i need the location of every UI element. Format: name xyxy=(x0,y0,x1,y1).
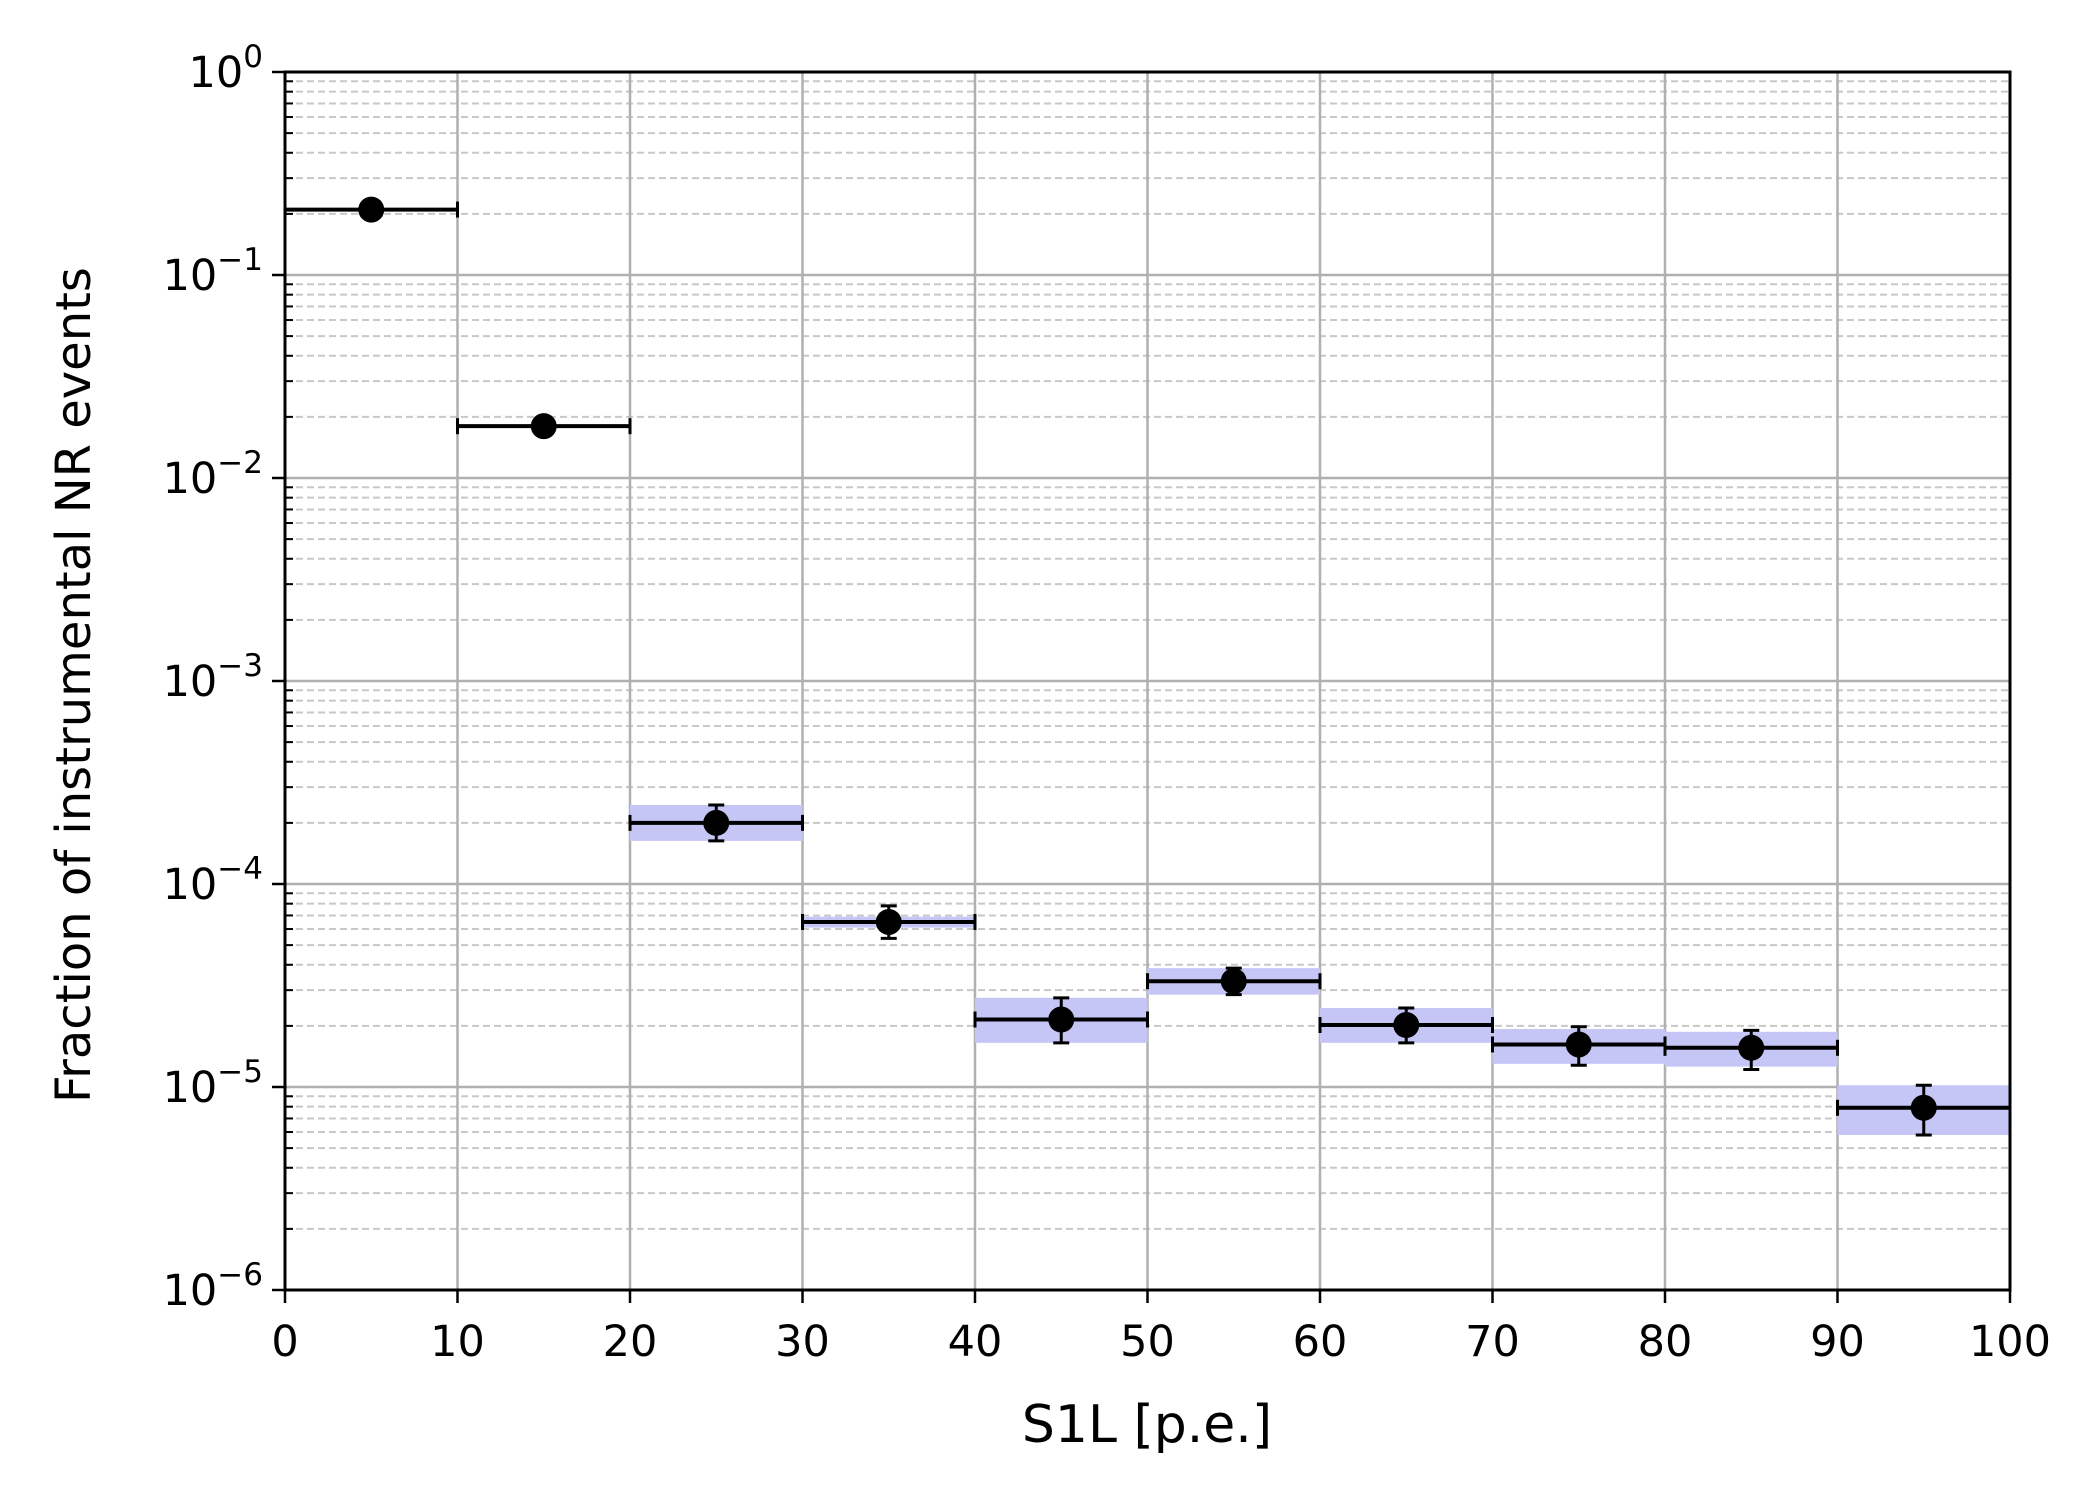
x-tick-label: 80 xyxy=(1638,1317,1693,1367)
x-tick-label: 20 xyxy=(603,1317,658,1367)
y-tick-label: 10−2 xyxy=(163,445,263,504)
x-tick-label: 0 xyxy=(271,1317,298,1367)
y-tick-label: 100 xyxy=(189,39,263,98)
y-tick-label: 10−1 xyxy=(163,242,263,301)
data-point xyxy=(1738,1034,1765,1061)
x-tick-label: 30 xyxy=(775,1317,830,1367)
data-point xyxy=(1393,1012,1420,1039)
y-axis-ticks: 100 10−1 10−2 10−3 10−4 10−5 10−6 xyxy=(163,39,293,1316)
y-tick-label: 10−4 xyxy=(163,851,263,910)
x-tick-label: 90 xyxy=(1810,1317,1865,1367)
x-tick-label: 60 xyxy=(1293,1317,1348,1367)
x-tick-label: 10 xyxy=(430,1317,485,1367)
data-point xyxy=(1910,1094,1937,1121)
y-tick-label: 10−5 xyxy=(163,1054,263,1113)
data-point xyxy=(1565,1031,1592,1058)
x-tick-label: 50 xyxy=(1120,1317,1175,1367)
data-point xyxy=(358,196,385,223)
x-tick-label: 70 xyxy=(1465,1317,1520,1367)
data-points xyxy=(283,196,2012,1137)
x-tick-label: 40 xyxy=(948,1317,1003,1367)
data-point xyxy=(530,413,557,440)
y-axis-label: Fraction of instrumental NR events xyxy=(46,267,102,1103)
data-point xyxy=(703,809,730,836)
y-tick-label: 10−6 xyxy=(163,1257,263,1316)
data-point xyxy=(1220,968,1247,995)
y-tick-label: 10−3 xyxy=(163,648,263,707)
x-tick-label: 100 xyxy=(1969,1317,2051,1367)
data-point xyxy=(1048,1006,1075,1033)
data-point xyxy=(875,908,902,935)
x-axis-label: S1L [p.e.] xyxy=(1022,1395,1272,1455)
x-axis-ticks: 0 10 20 30 40 50 60 70 80 90 100 xyxy=(271,1290,2051,1367)
